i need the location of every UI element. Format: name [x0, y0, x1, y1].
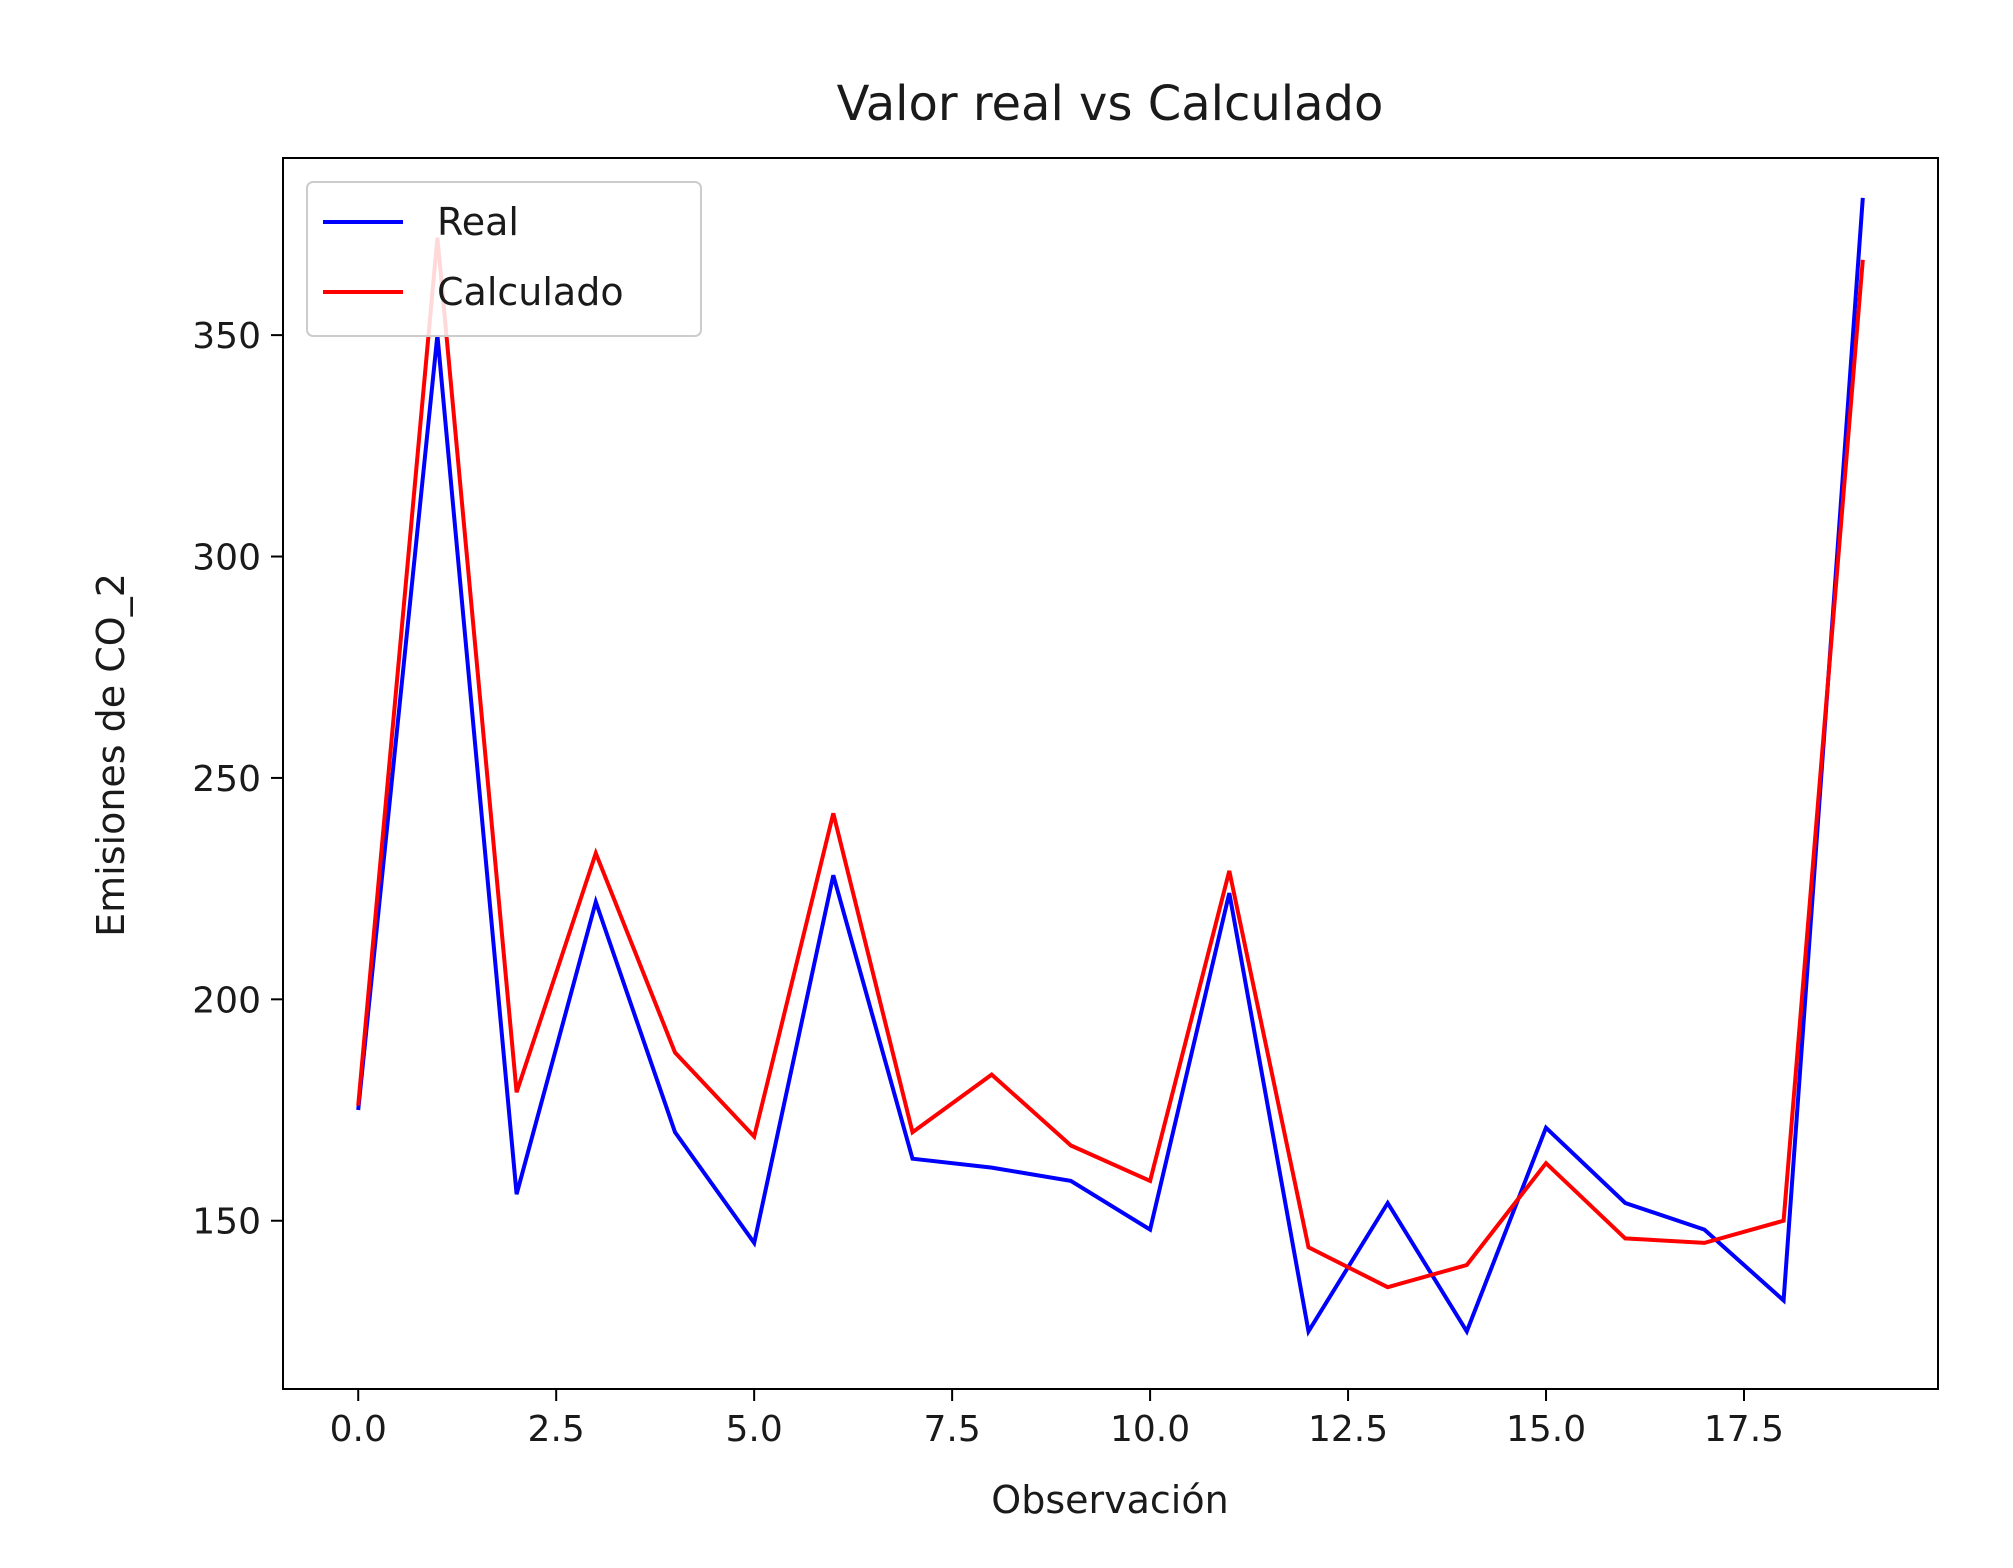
x-tick-label: 2.5 [528, 1409, 585, 1450]
y-tick-label: 250 [192, 759, 261, 800]
y-tick-label: 300 [192, 538, 261, 579]
x-tick-label: 12.5 [1308, 1409, 1388, 1450]
x-axis: 0.0 2.5 5.0 7.5 10.0 12.5 15.0 17.5 [330, 1389, 1784, 1450]
y-tick-label: 350 [192, 316, 261, 357]
x-tick-label: 5.0 [726, 1409, 783, 1450]
legend: Real Calculado [306, 181, 702, 337]
y-tick-label: 150 [192, 1202, 261, 1243]
y-axis: 150 200 250 300 350 [192, 316, 283, 1243]
x-tick-label: 0.0 [330, 1409, 387, 1450]
legend-box [306, 181, 702, 337]
x-tick-label: 7.5 [923, 1409, 980, 1450]
legend-label-calculado: Calculado [437, 270, 624, 314]
chart-title: Valor real vs Calculado [837, 76, 1384, 132]
series-layer [356, 197, 1865, 1337]
legend-label-real: Real [437, 200, 519, 244]
series-line-calculado [356, 237, 1865, 1290]
x-tick-label: 10.0 [1110, 1409, 1190, 1450]
x-tick-label: 17.5 [1704, 1409, 1784, 1450]
x-axis-label: Observación [991, 1478, 1228, 1522]
series-line-real [356, 197, 1865, 1337]
x-tick-label: 15.0 [1506, 1409, 1586, 1450]
y-axis-label: Emisiones de CO_2 [89, 573, 133, 937]
y-tick-label: 200 [192, 980, 261, 1021]
plot-area-frame [282, 157, 1939, 1390]
